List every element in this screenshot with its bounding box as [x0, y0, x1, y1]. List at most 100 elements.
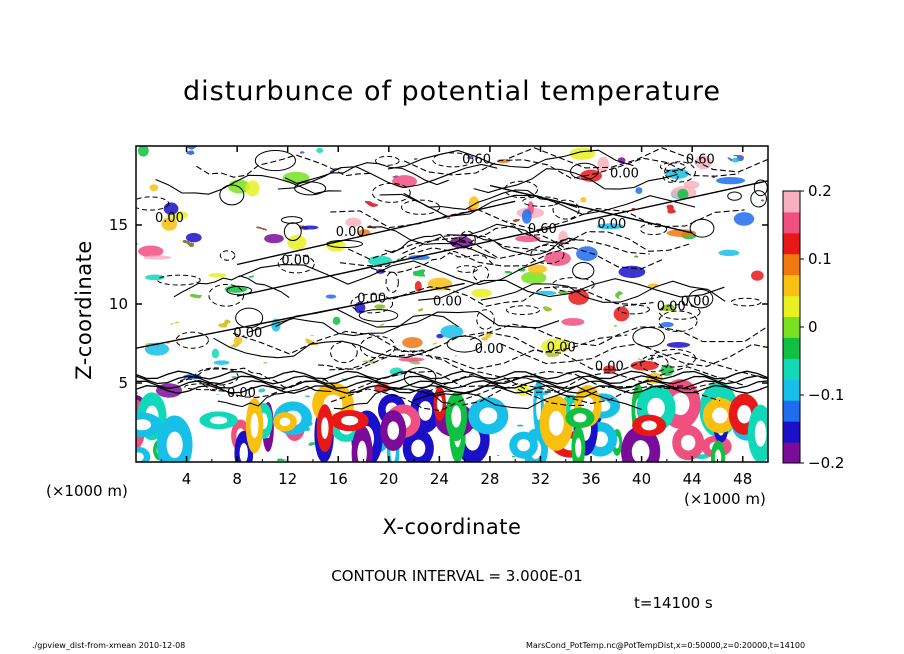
contour-loop: [727, 191, 742, 201]
contour-loop: [750, 190, 767, 208]
anomaly-blob-core: [239, 443, 248, 462]
contour-line: [155, 174, 342, 195]
colorbar-tick-label: −0.1: [808, 386, 844, 404]
contour-line: [179, 367, 292, 388]
anomaly-blob-core: [436, 396, 443, 412]
contour-loop: [506, 305, 541, 315]
y-tick-label: 5: [118, 374, 128, 392]
contour-line: [418, 278, 725, 301]
colorbar-tick-label: −0.2: [808, 454, 844, 472]
anomaly-blob: [161, 217, 178, 231]
contour-line: [387, 149, 634, 170]
anomaly-blob: [282, 171, 310, 184]
anomaly-blob-core: [754, 420, 767, 447]
contour-loop: [632, 326, 665, 348]
colorbar-swatch: [783, 211, 800, 234]
colorbar-swatch: [783, 337, 800, 359]
anomaly-blob-core: [136, 452, 144, 462]
contour-line: [508, 147, 768, 173]
contour-loop: [157, 274, 201, 286]
anomaly-blob-core: [209, 416, 228, 425]
x-tick-label: 8: [232, 470, 242, 488]
contour-loop: [446, 335, 482, 353]
contour-label: 0.00: [357, 291, 386, 306]
contour-line: [196, 154, 371, 178]
anomaly-blob: [436, 333, 444, 339]
contour-loop: [235, 307, 264, 329]
contour-loop: [651, 348, 696, 368]
contour-line: [277, 163, 498, 190]
anomaly-blob: [561, 317, 585, 326]
x-tick-label: 20: [379, 470, 398, 488]
contour-loop: [617, 304, 650, 315]
contour-loop: [688, 288, 714, 309]
anomaly-blob-core: [573, 413, 587, 423]
contour-loop: [226, 285, 253, 296]
x-axis-ticks: 4 8 12 16 20 24 28 32 36 40 44 48: [160, 146, 752, 488]
colorbar-swatch: [783, 295, 800, 318]
contour-lines: [136, 147, 768, 412]
anomaly-blob-core: [465, 428, 481, 451]
anomaly-blob-core: [680, 434, 696, 451]
colorbar: 0.2 0.1 0 −0.1 −0.2: [782, 182, 844, 472]
anomaly-blob-core: [712, 407, 728, 424]
anomaly-blob: [402, 337, 423, 349]
anomaly-blob: [211, 348, 220, 359]
colorbar-swatch: [783, 274, 800, 297]
contour-loop: [455, 265, 478, 273]
anomaly-blob: [660, 321, 674, 328]
anomaly-blob: [471, 288, 492, 298]
anomaly-blob-core: [548, 410, 564, 436]
anomaly-blob: [718, 249, 740, 257]
anomaly-blob-core: [451, 405, 462, 428]
anomaly-blob-core: [321, 417, 329, 439]
contour-line: [370, 252, 494, 274]
x-tick-label: 16: [329, 470, 348, 488]
contour-label: 0.00: [155, 211, 184, 226]
colorbar-swatch: [783, 253, 800, 276]
x-tick-label: 4: [182, 470, 192, 488]
anomaly-blob-core: [279, 417, 291, 427]
contour-line: [136, 375, 768, 385]
anomaly-blob: [332, 316, 341, 326]
anomaly-blob: [185, 232, 202, 243]
time-label: t=14100 s: [634, 594, 713, 612]
anomaly-blob-core: [479, 407, 498, 425]
anomaly-blob-core: [737, 404, 752, 424]
anomaly-blob-core: [714, 449, 722, 462]
contour-line: [236, 180, 768, 297]
anomaly-blob-core: [250, 413, 259, 439]
anomaly-blob: [660, 364, 674, 377]
contour-line: [136, 379, 768, 390]
contour-line: [402, 231, 691, 255]
contour-label: 0.00: [657, 299, 686, 314]
contour-label: 0.60: [528, 222, 557, 237]
contour-loop: [358, 309, 399, 322]
anomaly-blob-core: [387, 421, 400, 440]
anomaly-blob: [345, 217, 362, 228]
x-tick-label: 48: [733, 470, 752, 488]
contour-loop: [175, 331, 209, 349]
anomaly-blob: [580, 197, 587, 203]
contour-label: 0.00: [281, 254, 310, 269]
contour-line: [238, 260, 545, 286]
x-axis-unit-right: (×1000 m): [684, 490, 766, 508]
x-axis-unit-left: (×1000 m): [46, 482, 128, 500]
contour-loop: [730, 297, 762, 307]
anomaly-blob: [666, 229, 697, 237]
anomaly-blob: [137, 146, 149, 157]
contour-line: [392, 286, 654, 307]
contour-line: [403, 157, 740, 180]
anomaly-blob: [392, 175, 418, 188]
x-tick-label: 24: [430, 470, 449, 488]
contour-line: [330, 208, 745, 231]
contour-label: 0.00: [681, 295, 710, 310]
contour-line: [330, 386, 588, 412]
anomaly-blob: [576, 246, 598, 262]
contour-loop: [640, 354, 669, 373]
contour-loop: [359, 335, 396, 359]
anomaly-blob: [408, 254, 430, 261]
anomaly-blob: [613, 306, 630, 322]
anomaly-blob: [677, 188, 689, 200]
